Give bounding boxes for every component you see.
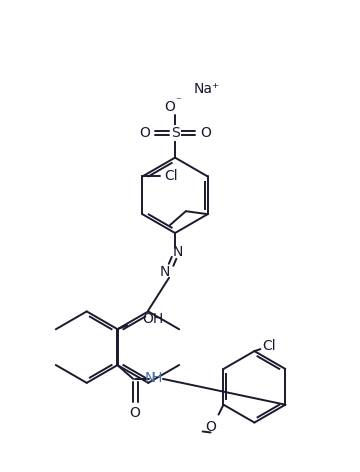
Text: N: N — [173, 245, 183, 259]
Text: O: O — [130, 405, 141, 420]
Text: O: O — [165, 100, 176, 114]
Text: H: H — [152, 371, 162, 385]
Text: O: O — [201, 126, 211, 140]
Text: S: S — [171, 126, 179, 140]
Text: O: O — [205, 420, 216, 433]
Text: ⁻: ⁻ — [175, 96, 181, 106]
Text: OH: OH — [142, 312, 163, 326]
Text: O: O — [139, 126, 150, 140]
Text: Cl: Cl — [165, 169, 178, 184]
Text: Na⁺: Na⁺ — [194, 82, 220, 96]
Text: N: N — [160, 265, 170, 279]
Text: Cl: Cl — [262, 339, 276, 353]
Text: N: N — [145, 371, 155, 385]
